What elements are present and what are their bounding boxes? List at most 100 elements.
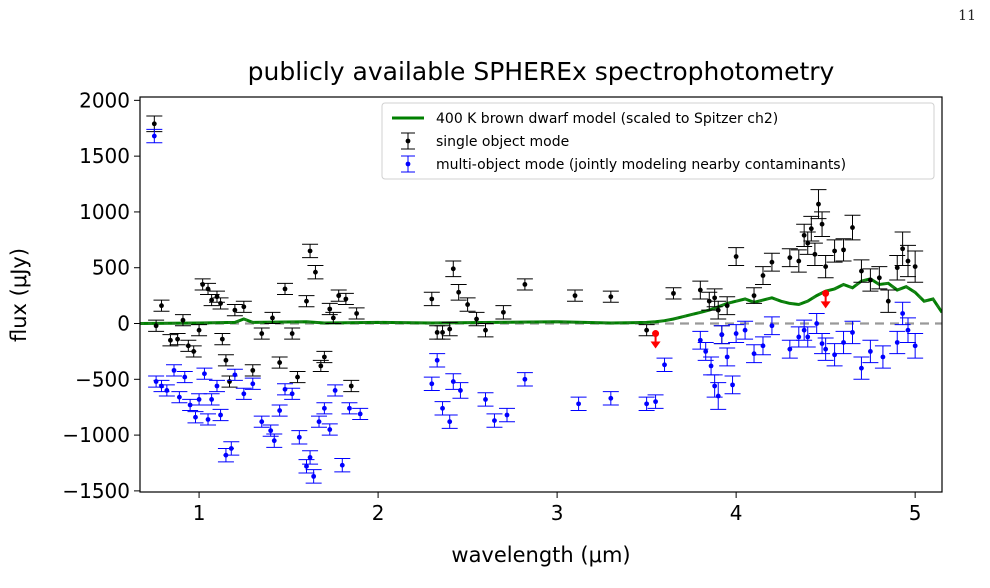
marker — [608, 294, 614, 300]
marker — [209, 297, 215, 303]
marker — [769, 323, 775, 329]
data-point — [214, 333, 231, 346]
data-point — [302, 243, 319, 259]
marker — [307, 248, 313, 254]
x-tick-label: 5 — [909, 501, 922, 525]
marker — [180, 317, 186, 323]
marker — [339, 462, 345, 468]
data-point — [307, 264, 324, 280]
data-point — [352, 407, 369, 420]
data-point — [200, 413, 217, 426]
marker — [483, 327, 488, 333]
marker — [832, 248, 837, 254]
data-point — [796, 223, 813, 248]
marker — [644, 327, 650, 333]
marker — [760, 273, 766, 278]
marker — [742, 327, 748, 333]
marker — [805, 334, 811, 340]
data-point — [445, 373, 462, 390]
data-point — [266, 433, 283, 448]
marker — [850, 225, 855, 230]
legend-entry: multi-object mode (jointly modeling near… — [401, 155, 846, 173]
page-number: 11 — [958, 8, 976, 24]
data-point — [298, 295, 315, 308]
data-point — [880, 289, 897, 313]
data-point — [814, 211, 831, 237]
marker — [296, 434, 302, 440]
data-point — [814, 333, 831, 355]
marker — [327, 306, 333, 312]
data-point — [316, 350, 333, 364]
marker — [196, 396, 202, 402]
data-point — [781, 339, 798, 359]
data-point — [146, 128, 163, 144]
data-point — [889, 330, 906, 355]
marker — [171, 367, 177, 373]
data-point — [330, 289, 347, 302]
data-point — [763, 316, 780, 336]
marker — [712, 295, 718, 301]
data-point — [899, 244, 916, 278]
marker — [313, 269, 318, 275]
marker — [724, 354, 730, 360]
marker — [715, 393, 721, 399]
marker — [151, 121, 157, 127]
marker — [343, 296, 349, 302]
data-point — [343, 379, 360, 393]
data-point — [450, 283, 467, 301]
marker — [218, 412, 223, 418]
marker — [219, 336, 225, 342]
data-point — [907, 250, 924, 283]
data-point — [754, 336, 771, 356]
legend: 400 K brown dwarf model (scaled to Spitz… — [381, 102, 935, 180]
legend-label: multi-object mode (jointly modeling near… — [436, 157, 846, 173]
data-point — [844, 214, 861, 241]
marker — [153, 379, 159, 384]
data-point — [441, 414, 458, 429]
data-point — [728, 247, 745, 266]
marker — [321, 354, 327, 360]
data-point — [498, 407, 515, 423]
marker — [894, 265, 900, 271]
marker — [801, 232, 807, 238]
marker — [703, 349, 709, 354]
data-point — [434, 325, 451, 340]
marker — [241, 304, 247, 310]
data-point — [321, 302, 338, 316]
legend-label: single object mode — [436, 134, 569, 150]
marker — [304, 298, 309, 304]
data-point — [158, 384, 175, 397]
data-point — [602, 391, 619, 406]
marker — [751, 293, 757, 299]
data-point — [656, 357, 673, 372]
data-point — [665, 287, 682, 300]
data-point — [182, 398, 199, 412]
marker — [271, 438, 277, 444]
legend-label: 400 K brown dwarf model (scaled to Spitz… — [436, 111, 778, 127]
marker — [311, 473, 317, 479]
marker — [447, 419, 453, 425]
data-point — [796, 319, 813, 341]
data-point — [284, 327, 301, 340]
marker — [202, 371, 207, 377]
marker — [214, 383, 220, 389]
data-point — [710, 382, 727, 410]
data-point — [803, 215, 820, 242]
data-point — [452, 382, 469, 399]
marker — [905, 327, 911, 333]
data-point — [235, 387, 252, 400]
marker — [819, 341, 825, 346]
marker — [823, 264, 829, 270]
marker — [912, 264, 918, 270]
chart-title: publicly available SPHEREx spectrophotom… — [248, 57, 835, 86]
data-point — [638, 324, 655, 337]
marker — [259, 331, 265, 336]
data-point — [212, 297, 229, 310]
marker — [900, 311, 906, 316]
marker — [697, 337, 703, 343]
data-point — [217, 354, 234, 367]
marker — [307, 455, 313, 460]
model-line — [140, 277, 942, 325]
marker — [859, 365, 864, 371]
marker — [429, 381, 435, 387]
